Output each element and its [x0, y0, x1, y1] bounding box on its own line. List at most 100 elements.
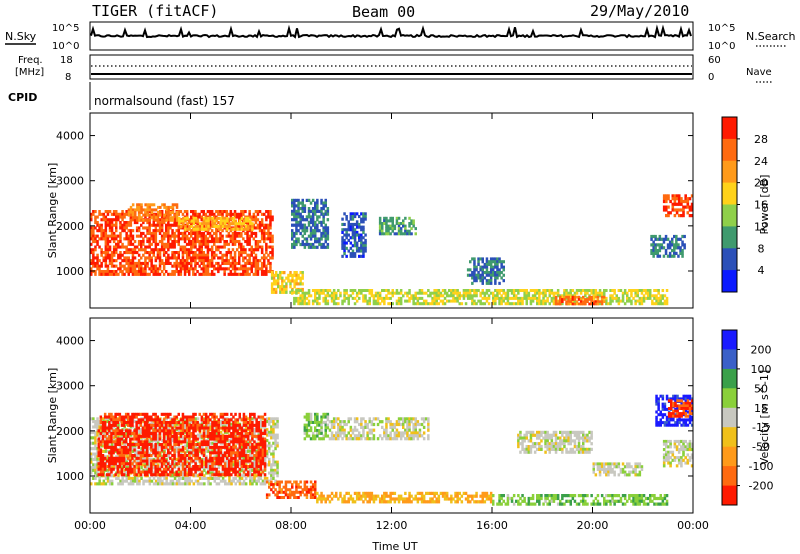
data-cell [127, 432, 130, 436]
data-cell [135, 415, 138, 419]
data-cell [121, 479, 124, 483]
data-cell [154, 463, 158, 467]
data-cell [293, 207, 296, 211]
data-cell [133, 218, 137, 222]
data-cell [118, 448, 122, 452]
data-cell [615, 294, 618, 298]
data-cell [144, 457, 147, 461]
data-cell [234, 219, 237, 223]
data-cell [213, 460, 216, 464]
data-cell [668, 251, 672, 255]
data-cell [596, 291, 600, 295]
data-cell [100, 229, 103, 233]
data-cell [307, 299, 311, 303]
data-cell [252, 272, 256, 276]
data-cell [238, 476, 242, 480]
data-cell [127, 211, 131, 214]
data-cell [673, 199, 677, 204]
data-cell [242, 237, 245, 241]
data-cell [131, 253, 135, 257]
data-cell [137, 242, 141, 246]
data-cell [664, 237, 668, 241]
data-cell [349, 217, 353, 221]
data-cell [106, 256, 110, 260]
data-cell [148, 218, 152, 222]
data-cell [204, 270, 208, 274]
data-cell [96, 422, 99, 426]
data-cell [160, 221, 164, 225]
data-cell [148, 466, 152, 470]
data-cell [142, 240, 145, 244]
data-cell [129, 454, 132, 458]
data-cell [487, 294, 491, 298]
data-cell [122, 459, 126, 463]
data-cell [675, 240, 678, 244]
data-cell [675, 211, 679, 215]
data-cell [293, 296, 296, 300]
data-cell [106, 223, 110, 227]
data-cell [110, 448, 113, 452]
data-cell [135, 261, 139, 265]
data-cell [184, 476, 187, 480]
data-cell [127, 415, 130, 419]
data-cell [249, 474, 252, 478]
data-cell [186, 441, 189, 445]
data-cell [270, 444, 273, 448]
data-cell [173, 422, 177, 426]
data-cell [104, 242, 108, 246]
data-cell [489, 279, 493, 283]
data-cell [395, 232, 399, 236]
data-cell [506, 302, 510, 306]
data-cell [165, 270, 168, 274]
data-cell [162, 267, 166, 271]
data-cell [263, 482, 267, 486]
data-cell [110, 418, 113, 422]
cpid-label: CPID [8, 91, 37, 104]
data-cell [662, 237, 666, 241]
data-cell [209, 428, 212, 432]
data-cell [163, 205, 166, 209]
data-cell [221, 222, 225, 226]
data-cell [129, 242, 133, 246]
data-cell [98, 479, 101, 483]
data-cell [196, 227, 200, 231]
data-cell [131, 216, 135, 220]
data-cell [238, 212, 241, 216]
data-cell [244, 219, 248, 223]
data-cell [299, 215, 302, 219]
data-cell [100, 272, 103, 276]
data-cell [305, 237, 309, 241]
data-cell [681, 240, 684, 244]
data-cell [106, 251, 110, 255]
data-cell [141, 426, 145, 430]
data-cell [244, 240, 247, 244]
data-cell [177, 210, 180, 214]
data-cell [114, 443, 117, 447]
data-cell [525, 294, 528, 298]
data-cell [236, 420, 240, 424]
data-cell [140, 476, 143, 480]
data-cell [150, 264, 153, 268]
data-cell [129, 205, 133, 209]
data-cell [121, 215, 124, 219]
data-cell [198, 227, 202, 231]
data-cell [536, 299, 539, 303]
data-cell [185, 237, 189, 241]
data-cell [519, 299, 522, 303]
data-cell [150, 433, 154, 437]
data-cell [254, 226, 258, 230]
data-cell [372, 296, 376, 300]
data-cell [181, 226, 185, 230]
data-cell [131, 259, 135, 263]
data-cell [236, 227, 240, 231]
data-cell [103, 443, 107, 447]
data-cell [146, 264, 149, 268]
data-cell [254, 256, 258, 260]
data-cell [263, 234, 266, 238]
data-cell [148, 253, 151, 257]
data-cell [427, 289, 430, 292]
data-cell [260, 272, 264, 276]
data-cell [90, 452, 93, 456]
data-cell [677, 237, 680, 241]
data-cell [133, 267, 137, 271]
